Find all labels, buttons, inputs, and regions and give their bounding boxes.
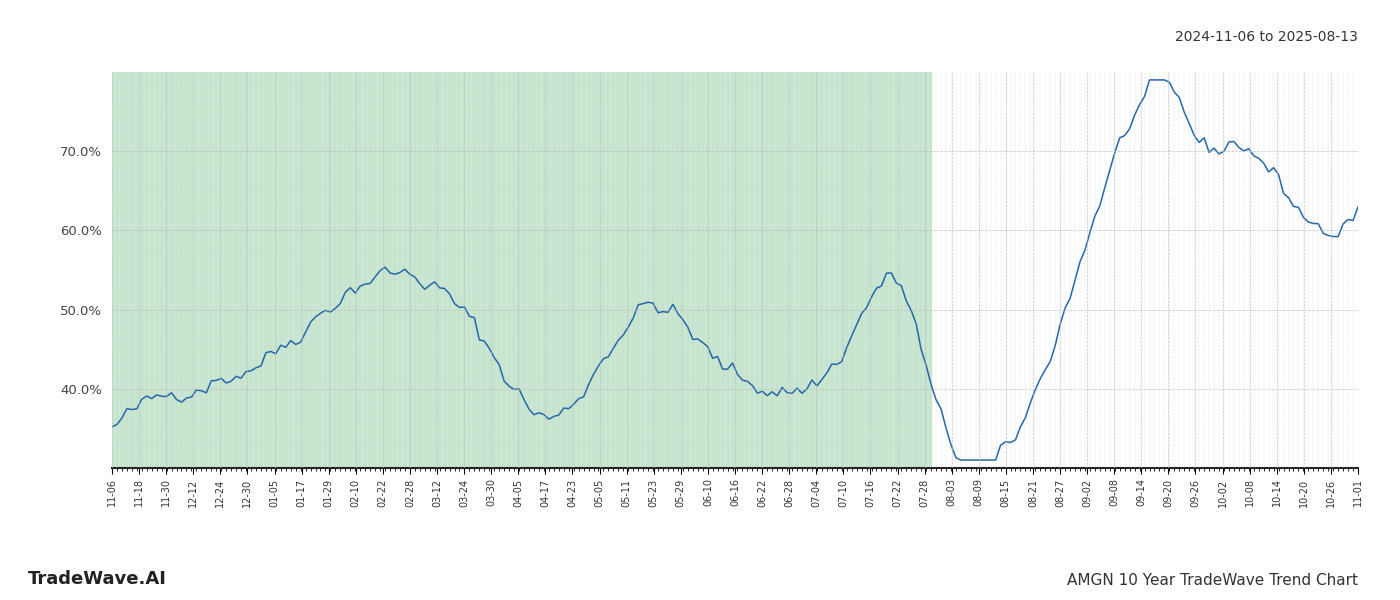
Text: TradeWave.AI: TradeWave.AI xyxy=(28,570,167,588)
Text: 2024-11-06 to 2025-08-13: 2024-11-06 to 2025-08-13 xyxy=(1175,30,1358,44)
Text: AMGN 10 Year TradeWave Trend Chart: AMGN 10 Year TradeWave Trend Chart xyxy=(1067,573,1358,588)
Bar xyxy=(112,72,931,468)
